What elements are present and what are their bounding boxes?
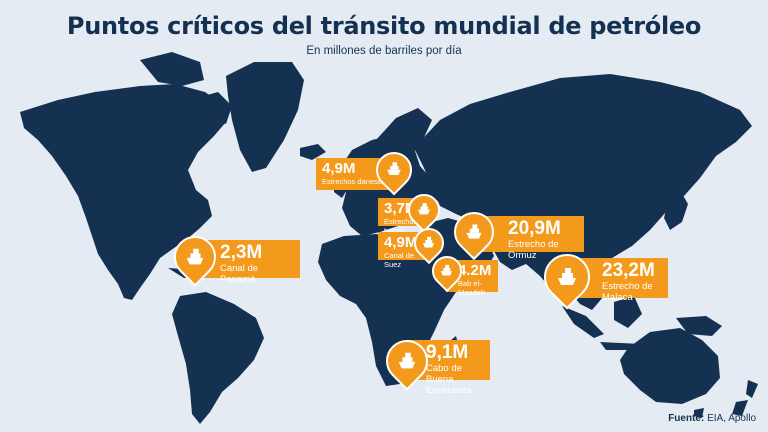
source-label: Fuente: — [668, 413, 705, 424]
new-zealand — [746, 380, 758, 398]
new-zealand-south — [732, 400, 748, 416]
kamchatka — [700, 128, 716, 156]
callout-label: Estrechos daneses — [322, 177, 386, 186]
greenland — [226, 62, 304, 172]
page-title: Puntos críticos del tránsito mundial de … — [66, 12, 702, 40]
australia — [620, 328, 720, 404]
new-guinea — [676, 316, 722, 336]
south-america — [172, 292, 264, 424]
source-credit: Fuente: EIA, Apollo — [668, 413, 756, 424]
page-subtitle: En millones de barriles por día — [306, 45, 462, 57]
arctic-islands — [140, 52, 204, 86]
callout-value: 4.2M — [458, 262, 492, 279]
callout-label: Estrecho de Ormuz — [508, 239, 559, 261]
tanker-ship-icon — [558, 268, 576, 285]
callout-value: 4,9M — [322, 160, 356, 177]
sumatra — [562, 306, 604, 338]
callout-label: Canal de Suez — [384, 251, 415, 269]
callout-value: 9,1M — [426, 342, 469, 363]
japan — [664, 190, 688, 230]
source-text: EIA, Apollo — [707, 413, 756, 424]
tanker-ship-icon — [466, 224, 482, 239]
callout-value: 20,9M — [508, 218, 561, 239]
callout-value: 2,3M — [220, 242, 263, 263]
iceland — [300, 144, 326, 160]
callout-label: Bab el-Mandeb — [458, 279, 486, 297]
tasmania — [694, 408, 704, 418]
tanker-ship-icon — [387, 162, 401, 175]
tanker-ship-icon — [418, 203, 430, 215]
callout-label: Cabo de Buena Esperanza — [426, 363, 472, 396]
tanker-ship-icon — [186, 248, 204, 265]
callout-value: 4,9M — [384, 234, 418, 251]
callout-label: Estrecho de Malaca — [602, 281, 653, 303]
tanker-ship-icon — [440, 264, 453, 276]
tanker-ship-icon — [398, 352, 416, 369]
tanker-ship-icon — [422, 236, 435, 248]
callout-label: Estrechos turcos — [384, 217, 418, 235]
arctic-islands-2 — [196, 92, 232, 124]
callout-label: Canal de Panamá — [220, 263, 259, 285]
borneo — [614, 296, 642, 328]
north-america — [20, 84, 226, 300]
callout-box: 20,9M Estrecho de Ormuz — [474, 216, 584, 261]
callout-value: 23,2M — [602, 260, 655, 281]
